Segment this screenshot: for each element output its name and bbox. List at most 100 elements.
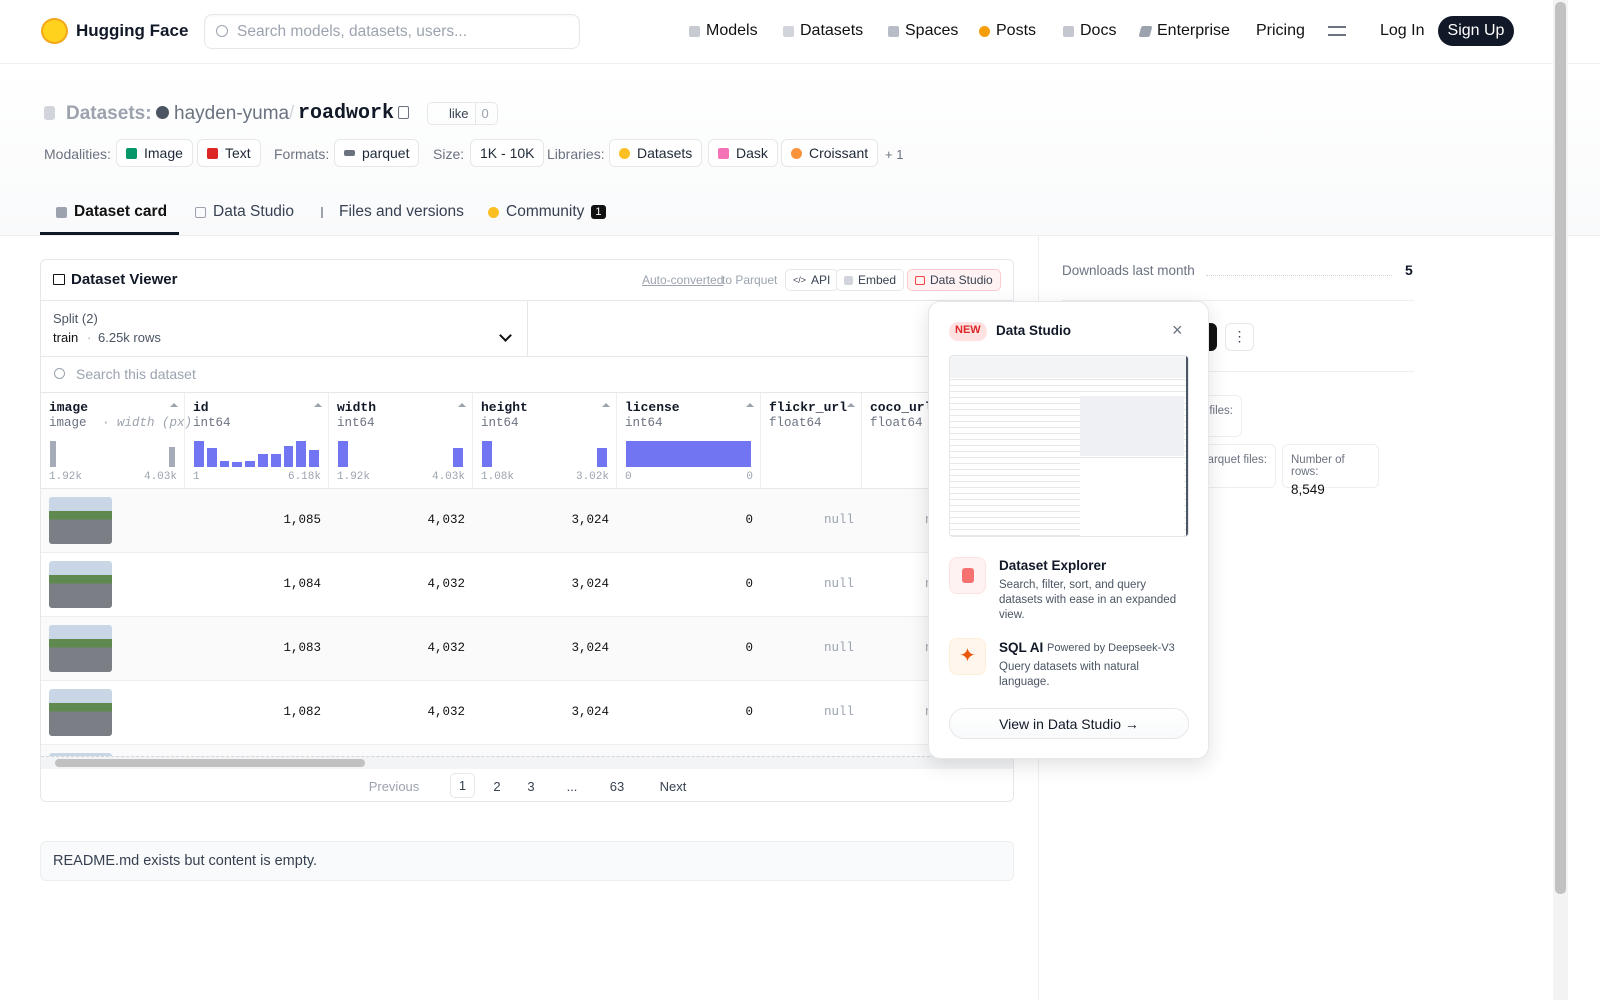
tab[interactable]: Community 1 — [488, 203, 606, 221]
button-label: Embed — [858, 273, 897, 287]
thumbnail — [49, 497, 112, 544]
cell: 0 — [745, 705, 753, 719]
logo[interactable] — [41, 18, 68, 44]
histogram-bar — [169, 446, 175, 467]
null-cell: null — [823, 577, 854, 591]
nav-item[interactable]: Datasets — [783, 22, 863, 40]
tab-badge: 1 — [591, 205, 606, 219]
histogram-bar — [258, 454, 268, 467]
scroll-thumb[interactable] — [1555, 2, 1566, 894]
search-icon — [54, 368, 65, 379]
tab[interactable]: Dataset card — [56, 203, 167, 221]
tab[interactable]: Data Studio — [195, 203, 294, 221]
close-button[interactable]: × — [1172, 320, 1183, 340]
signup-button[interactable]: Sign Up — [1438, 16, 1514, 46]
more-button[interactable]: ⋮ — [1225, 323, 1254, 351]
preview-image — [949, 355, 1189, 537]
hist-max: 4.03k — [143, 471, 177, 483]
nav-item[interactable]: Spaces — [888, 22, 958, 40]
column-subtype: · width (px) — [102, 416, 193, 430]
prev-page: Previous — [353, 774, 435, 798]
histogram-bar — [338, 441, 348, 467]
split-name[interactable]: train — [53, 330, 79, 345]
data-studio-button[interactable]: Data Studio — [907, 269, 1001, 291]
divider — [41, 356, 1013, 357]
nav-label: Posts — [996, 22, 1037, 39]
auto-converted[interactable]: Auto-converted — [642, 273, 724, 287]
next-page[interactable]: Next — [644, 774, 702, 798]
cell: 1,085 — [283, 513, 321, 527]
histogram-bar — [245, 460, 255, 467]
column-type: float64 — [870, 416, 923, 430]
nav-label: Models — [706, 22, 758, 39]
readme-notice: README.md exists but content is empty. — [40, 841, 1014, 881]
tab[interactable]: Files and versions — [321, 203, 464, 221]
split-dropdown[interactable] — [499, 329, 512, 342]
sort-icon[interactable] — [602, 403, 610, 407]
avatar — [156, 106, 169, 119]
thumbnail — [49, 561, 112, 608]
dataset-search[interactable]: Search this dataset — [76, 366, 196, 382]
cell: 3,024 — [571, 705, 609, 719]
like-button[interactable]: like 0 — [427, 102, 498, 125]
histogram-bar — [482, 441, 492, 467]
nav-item[interactable]: Pricing — [1256, 22, 1305, 40]
page[interactable]: 3 — [527, 778, 535, 794]
search-placeholder: Search models, datasets, users... — [237, 23, 468, 40]
preview-panel — [1080, 396, 1184, 456]
scroll-thumb[interactable] — [55, 759, 365, 767]
nav-item[interactable]: Models — [689, 22, 758, 40]
divider — [41, 300, 1013, 301]
page[interactable]: 1 — [450, 773, 475, 798]
divider — [527, 301, 528, 356]
menu-icon[interactable] — [1328, 26, 1346, 36]
tag[interactable]: parquet — [334, 139, 420, 167]
repo-kind: Datasets: — [66, 103, 152, 124]
null-cell: null — [823, 705, 854, 719]
search-box[interactable]: Search models, datasets, users... — [204, 14, 580, 49]
stat-value: 8,549 — [1291, 482, 1325, 497]
column-type: int64 — [337, 416, 375, 430]
tag[interactable]: Dask — [708, 139, 778, 167]
downloads-label: Downloads last month — [1062, 263, 1195, 278]
thumbnail — [49, 753, 112, 757]
sort-icon[interactable] — [314, 403, 322, 407]
repo-owner[interactable]: hayden-yuma — [174, 103, 290, 124]
nav-item[interactable]: Docs — [1063, 22, 1116, 40]
split-rows: 6.25k rows — [98, 330, 161, 345]
tag[interactable]: Text — [197, 139, 261, 167]
dotted-line — [1206, 275, 1392, 276]
histogram-bar — [309, 450, 319, 467]
tag[interactable]: Croissant — [781, 139, 879, 167]
stat-label: Number of rows: — [1291, 454, 1345, 478]
nav-item[interactable]: Enterprise — [1138, 22, 1230, 40]
page[interactable]: 63 — [609, 778, 625, 794]
login[interactable]: Log In — [1380, 22, 1425, 39]
copy-icon[interactable] — [398, 106, 409, 119]
feature-title: SQL AI — [999, 640, 1044, 655]
explorer-icon — [949, 557, 986, 594]
tag[interactable]: 1K - 10K — [470, 139, 545, 167]
cta-button[interactable]: View in Data Studio → — [949, 708, 1189, 739]
sort-icon[interactable] — [746, 403, 754, 407]
sort-icon[interactable] — [458, 403, 466, 407]
cell: 4,032 — [427, 641, 465, 655]
embed-button[interactable]: Embed — [836, 269, 905, 291]
api-button[interactable]: </> API — [785, 269, 839, 291]
brand[interactable]: Hugging Face — [76, 21, 189, 40]
header-divider — [41, 488, 1013, 489]
sort-icon[interactable] — [170, 403, 178, 407]
null-cell: null — [823, 641, 854, 655]
column-type: image — [49, 416, 87, 430]
data-studio-popup: NEW Data Studio × Dataset Explorer Searc… — [928, 301, 1209, 759]
page[interactable]: 2 — [493, 778, 501, 794]
table-row — [41, 681, 1013, 745]
sort-icon[interactable] — [847, 403, 855, 407]
nav-item[interactable]: Posts — [979, 22, 1036, 40]
tag[interactable]: Datasets — [609, 139, 703, 167]
tag[interactable]: Image — [116, 139, 193, 167]
thumbnail — [49, 689, 112, 736]
more-tags[interactable]: + 1 — [885, 147, 904, 162]
tag-label: Image — [144, 145, 183, 161]
feature-title: Dataset Explorer — [999, 558, 1107, 573]
